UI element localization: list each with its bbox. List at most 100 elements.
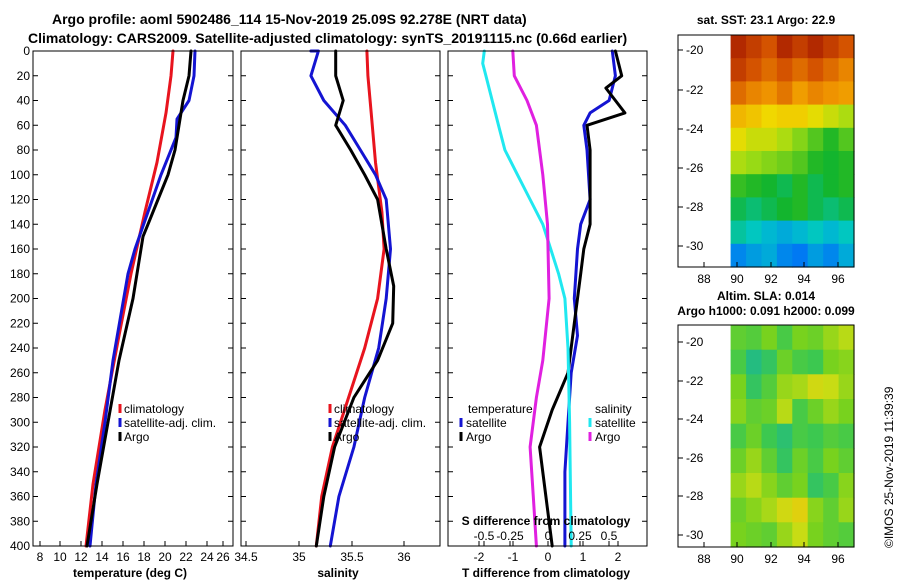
sst_map-cell (823, 35, 840, 59)
sla_map-cell (746, 399, 763, 425)
differences-frame (447, 50, 648, 547)
sst_map-x-tick-label: 90 (730, 272, 744, 286)
temperature-legend-label: satellite-adj. clim. (124, 416, 216, 430)
sst_map-x-tick-label: 94 (797, 272, 811, 286)
sst_map-cell (823, 174, 840, 198)
depth-tick-label: 280 (10, 391, 30, 405)
temperature-series-argo (85, 49, 193, 548)
differences-x-tick-label: 0 (545, 550, 552, 564)
sst_map-cell (761, 197, 778, 222)
sla_map-cell (776, 423, 793, 449)
sst_map-cell (730, 35, 747, 59)
sla_map-title: Altim. SLA: 0.014 (717, 289, 815, 303)
sst_map-cell (746, 35, 763, 59)
temperature-x-tick-label: 8 (37, 550, 44, 564)
temperature-panel: 8 10 12 14 16 18 20 22 24 26020406080100120140160… (10, 44, 234, 580)
sst_map-cell (792, 220, 809, 245)
sla_map-cell (838, 325, 855, 351)
sla_map-y-tick-label: -24 (686, 412, 704, 426)
sst_map-cell (838, 220, 855, 245)
sst_map-cell (823, 104, 840, 129)
sst_map-cell (746, 81, 763, 106)
sst_map-cell (746, 151, 763, 175)
sst_map-cell (730, 197, 747, 222)
sst_map-cell (776, 127, 793, 152)
sla_map-cell (823, 349, 840, 375)
sla_map-x-tick-label: 96 (831, 552, 845, 566)
sla_map-cell (838, 423, 855, 449)
differences-x-tick-label: -2 (474, 550, 485, 564)
sst_map-cell (792, 174, 809, 198)
differences-s-tick-label: 0.25 (568, 529, 592, 543)
sst_map-cell (730, 58, 747, 82)
sst_map-cell (730, 127, 747, 152)
salinity-x-tick-label: 35.5 (340, 550, 364, 564)
sst_map-title: sat. SST: 23.1 Argo: 22.9 (697, 13, 836, 27)
sst_map-cell (761, 220, 778, 245)
sla_map-cell (730, 448, 747, 474)
sst_map-cell (807, 174, 824, 198)
temperature-legend-label: Argo (466, 430, 492, 444)
sst_map-cell (792, 58, 809, 82)
temperature-x-tick-label: 20 (158, 550, 172, 564)
sst_map-cell (792, 197, 809, 222)
sla_map-cell (776, 399, 793, 425)
depth-tick-label: 100 (10, 168, 30, 182)
salinity-legend-label: satellite-adj. clim. (334, 416, 426, 430)
sla_map-cell (730, 522, 747, 548)
differences-series-temperature-satellite (563, 49, 617, 548)
sla_map-subtitle: Argo h1000: 0.091 h2000: 0.099 (677, 304, 855, 318)
sla_map-cell (761, 349, 778, 375)
sla_map-cell (823, 399, 840, 425)
sst_map: 88 90 92 94 96 -20 -22 -24 -26 -28 -30 sat. SST: 23… (677, 13, 855, 286)
sst_map-cell (823, 197, 840, 222)
sst_map-cell (776, 151, 793, 175)
sla_map-cell (792, 522, 809, 548)
salinity-series-satellite-adj-clim- (309, 49, 392, 548)
sla_map-cell (761, 423, 778, 449)
depth-tick-label: 260 (10, 366, 30, 380)
depth-tick-label: 20 (17, 69, 31, 83)
sst_map-cell (776, 58, 793, 82)
sst_map-x-tick-label: 96 (831, 272, 845, 286)
sst_map-cell (776, 220, 793, 245)
sla_map-cell (838, 473, 855, 499)
sst_map-cell (761, 151, 778, 175)
depth-tick-label: 200 (10, 292, 30, 306)
imos-stamp: ©IMOS 25-Nov-2019 11:39:39 (882, 386, 896, 548)
sst_map-x-tick-label: 92 (764, 272, 778, 286)
salinity-x-tick-label: 35 (292, 550, 306, 564)
depth-tick-label: 400 (10, 539, 30, 553)
sst_map-cell (746, 174, 763, 198)
sla_map-cell (792, 325, 809, 351)
temperature-series-satellite-adj-clim- (88, 49, 197, 548)
differences-x-tick-label: 1 (580, 550, 587, 564)
sst_map-cell (776, 197, 793, 222)
sla_map-cell (823, 374, 840, 400)
sst_map-cell (807, 197, 824, 222)
sst_map-y-tick-label: -26 (686, 161, 704, 175)
sla_map-cell (807, 423, 824, 449)
sst_map-frame (677, 34, 855, 268)
sst_map-cell (792, 81, 809, 106)
sst_map-cell (746, 104, 763, 129)
sst_map-cell (838, 35, 855, 59)
sst_map-cell (761, 104, 778, 129)
sst_map-cell (807, 220, 824, 245)
sst_map-cell (823, 151, 840, 175)
salinity-series-climatology (314, 49, 386, 548)
sst_map-cell (807, 35, 824, 59)
sst_map-cell (807, 243, 824, 268)
sla_map-cell (776, 374, 793, 400)
sla_map-cell (838, 399, 855, 425)
differences-s-tick-label: 0 (545, 529, 552, 543)
temperature-x-tick-label: 14 (95, 550, 109, 564)
sla_map-x-tick-label: 90 (730, 552, 744, 566)
sst_map-cell (730, 81, 747, 106)
sla_map-cell (746, 423, 763, 449)
sst_map-cell (838, 197, 855, 222)
sst_map-cell (838, 174, 855, 198)
sst_map-cell (823, 127, 840, 152)
sst_map-cell (776, 35, 793, 59)
